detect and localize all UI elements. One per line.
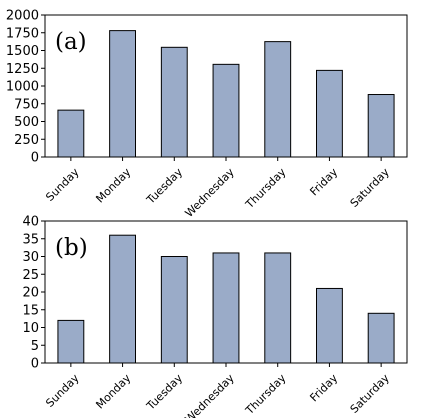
- chart-panel-a: 0 250 500 750 1000 1250 1500 1750 2000 Sunday Mond…: [6, 9, 408, 220]
- x-tick-label-tuesday: Tuesday: [144, 165, 186, 207]
- y-tick-label: 10: [22, 321, 39, 336]
- x-tick-label-thursday: Thursday: [242, 165, 288, 211]
- bar-sunday: [57, 319, 85, 364]
- x-tick-label-saturday: Saturday: [348, 165, 393, 210]
- y-tick-label: 1000: [6, 80, 39, 95]
- bar-monday: [109, 234, 136, 364]
- x-tick-label-friday: Friday: [307, 165, 340, 198]
- y-tick-label: 0: [31, 151, 39, 166]
- bar-sunday: [57, 109, 85, 158]
- bar-monday: [109, 30, 136, 158]
- y-tick-label: 500: [14, 115, 39, 130]
- x-tick-label-sunday: Sunday: [43, 165, 82, 204]
- x-tick-label-monday: Monday: [93, 165, 133, 205]
- panel-label: (a): [55, 29, 87, 55]
- y-tick-label: 2000: [6, 9, 39, 24]
- bar-thursday: [264, 41, 292, 158]
- bar-saturday: [367, 312, 395, 364]
- bar-tuesday: [160, 256, 188, 364]
- y-tick-label: 40: [22, 215, 39, 230]
- x-tick-label-monday: Monday: [93, 371, 133, 411]
- y-tick-label: 0: [31, 357, 39, 372]
- y-tick-label: 25: [22, 268, 39, 283]
- bar-friday: [316, 69, 343, 158]
- bar-tuesday: [160, 46, 188, 158]
- bar-wednesday: [212, 252, 240, 364]
- y-tick-label: 20: [22, 286, 39, 301]
- x-tick-label-tuesday: Tuesday: [144, 371, 186, 413]
- y-tick-label: 1750: [6, 26, 39, 41]
- x-tick-label-wednesday: Wednesday: [183, 371, 238, 418]
- y-tick-label: 30: [22, 250, 39, 265]
- bar-wednesday: [212, 63, 240, 158]
- x-tick-label-thursday: Thursday: [242, 371, 288, 417]
- bar-saturday: [367, 94, 395, 158]
- x-tick-label-saturday: Saturday: [348, 371, 393, 416]
- y-tick-label: 1500: [6, 44, 39, 59]
- y-tick-label: 15: [22, 303, 39, 318]
- y-tick-label: 750: [14, 97, 39, 112]
- y-tick-label: 5: [31, 339, 39, 354]
- x-tick-label-sunday: Sunday: [43, 371, 82, 410]
- y-tick-label: 250: [14, 133, 39, 148]
- y-tick-label: 35: [22, 232, 39, 247]
- chart-panel-b: 0 5 10 15 20 25 30 35 40 Sunday Monday TuesdayWedne…: [22, 215, 408, 418]
- bar-friday: [316, 287, 343, 364]
- bar-thursday: [264, 252, 292, 364]
- panel-label: (b): [55, 235, 88, 261]
- x-tick-label-friday: Friday: [307, 371, 340, 404]
- y-tick-label: 1250: [6, 62, 39, 77]
- x-tick-label-wednesday: Wednesday: [183, 165, 238, 220]
